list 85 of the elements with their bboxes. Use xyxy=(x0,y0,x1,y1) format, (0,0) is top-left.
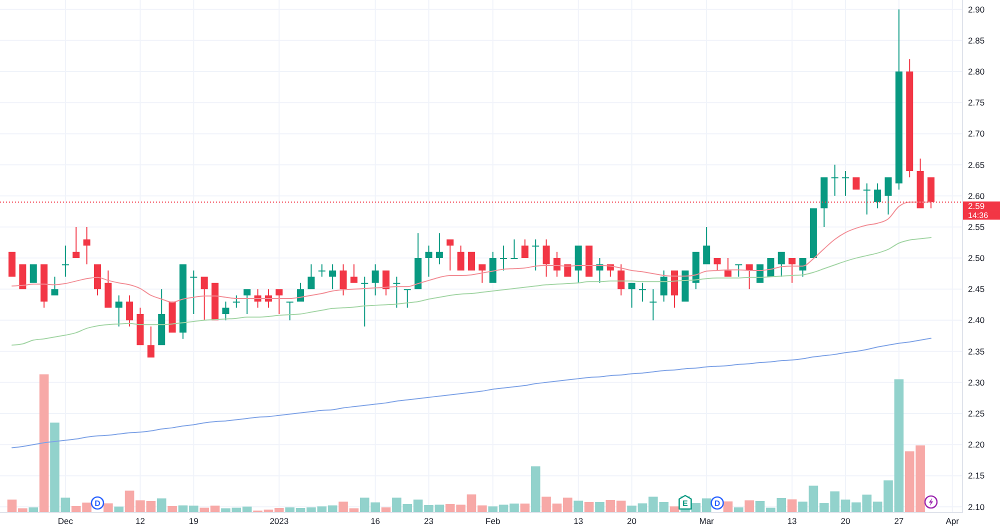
candlestick xyxy=(404,289,411,308)
candlestick xyxy=(244,289,251,314)
bar xyxy=(574,500,583,512)
ref-line-label: 2.59 xyxy=(968,200,985,211)
y-tick-label: 2.10 xyxy=(968,502,985,512)
x-tick-label: 20 xyxy=(627,516,637,526)
y-tick-label: 2.70 xyxy=(968,128,985,139)
candlestick xyxy=(72,226,80,258)
bar xyxy=(595,502,604,512)
candlestick xyxy=(446,239,454,270)
line-series xyxy=(12,202,932,303)
line-series xyxy=(12,237,932,346)
bar xyxy=(114,506,124,512)
candlestick xyxy=(393,276,400,308)
candlestick xyxy=(638,282,646,302)
bar xyxy=(381,507,391,512)
y-tick-label: 2.40 xyxy=(968,315,985,326)
y-tick-label: 2.50 xyxy=(968,253,985,264)
candlestick xyxy=(788,258,796,283)
candlestick xyxy=(318,264,326,277)
candlestick xyxy=(361,276,368,326)
y-tick-label: 2.30 xyxy=(968,377,985,388)
line-series xyxy=(12,338,932,448)
y-tick-label: 2.35 xyxy=(968,346,985,356)
candlestick xyxy=(83,226,90,264)
candlestick xyxy=(232,295,240,308)
candlestick xyxy=(200,276,208,320)
y-tick-label: 2.25 xyxy=(968,408,985,419)
y-tick-label: 2.65 xyxy=(968,160,985,170)
bar xyxy=(584,502,594,512)
y-tick-label: 2.75 xyxy=(968,98,985,108)
candlestick xyxy=(286,302,294,320)
y-tick-label: 2.85 xyxy=(968,35,985,46)
y-tick-label: 2.90 xyxy=(968,4,985,14)
candlestick xyxy=(62,246,69,277)
y-tick-label: 2.20 xyxy=(968,440,985,450)
y-tick-label: 2.80 xyxy=(968,66,985,77)
candlestick xyxy=(831,164,838,196)
bar xyxy=(168,506,177,512)
x-tick-label: 23 xyxy=(424,516,434,526)
x-tick-label: Dec xyxy=(58,516,74,526)
x-tick-label: 12 xyxy=(136,516,146,526)
candlestick xyxy=(276,289,283,314)
annotation: D xyxy=(714,499,720,508)
y-tick-label: 2.15 xyxy=(968,470,985,481)
candlestick xyxy=(842,171,849,196)
candlestick xyxy=(500,246,508,270)
bar xyxy=(156,498,166,512)
x-tick-label: Mar xyxy=(699,516,714,526)
candlestick xyxy=(532,239,540,270)
y-tick-label: 2.60 xyxy=(968,190,985,201)
x-tick-label: 16 xyxy=(370,516,380,526)
candlestick xyxy=(147,326,154,358)
candlestick xyxy=(863,183,870,215)
bar xyxy=(787,499,797,512)
candlestick xyxy=(884,177,892,215)
candlestick xyxy=(714,258,721,270)
y-tick-label: 2.45 xyxy=(968,284,985,294)
bar xyxy=(39,374,49,512)
x-tick-label: 13 xyxy=(574,516,584,526)
candlestick xyxy=(703,226,710,264)
candlestick xyxy=(650,289,657,320)
bar xyxy=(520,504,530,512)
candlestick xyxy=(115,295,122,326)
bar xyxy=(530,466,540,512)
x-tick-label: 20 xyxy=(840,516,850,526)
x-tick-label: 27 xyxy=(894,516,904,526)
bar xyxy=(28,507,38,512)
x-tick-label: 19 xyxy=(188,516,199,526)
candlestick xyxy=(436,233,443,264)
candlestick xyxy=(51,276,58,296)
y-tick-label: 2.55 xyxy=(968,222,985,232)
text: 14:36 xyxy=(968,210,989,220)
candlestick xyxy=(510,239,518,260)
bar xyxy=(744,500,754,512)
candlestick xyxy=(425,246,432,277)
candlestick xyxy=(190,270,198,314)
annotation: D xyxy=(94,499,101,508)
x-tick-label: Feb xyxy=(486,516,500,526)
x-tick-label: 13 xyxy=(787,516,798,526)
annotation: E xyxy=(682,499,689,508)
candlestick xyxy=(350,264,358,283)
x-tick-label: 2023 xyxy=(270,516,289,526)
bar xyxy=(734,507,744,512)
x-tick-label: Apr xyxy=(946,516,960,526)
